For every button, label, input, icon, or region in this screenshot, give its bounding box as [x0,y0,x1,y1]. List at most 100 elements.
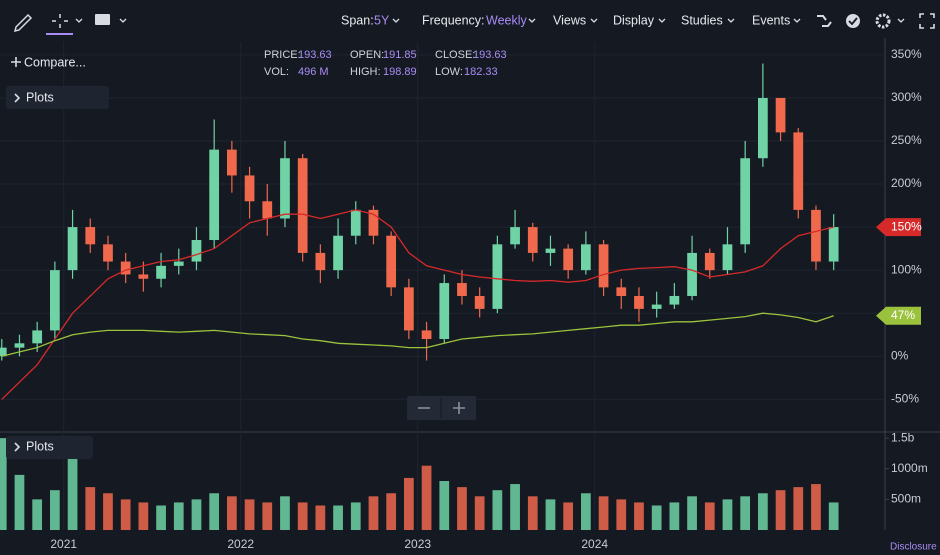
caret[interactable] [658,18,666,23]
volume-bar [598,496,609,530]
info-label: CLOSE: [435,49,475,61]
frequency-value[interactable]: Weekly [486,13,528,27]
y-tick-label: 0% [891,348,909,362]
candle-body [545,248,556,253]
candle-body [227,149,237,176]
caret[interactable] [897,18,905,23]
candle-body [350,209,361,236]
volume-bar [404,477,414,530]
caret[interactable] [590,18,598,23]
plots-button[interactable]: Plots [26,90,54,104]
caret[interactable] [392,18,400,23]
volume-bar [704,502,715,530]
caret[interactable] [727,18,735,23]
plots-button[interactable]: Plots [26,439,54,453]
volume-bar [527,496,538,530]
volume-bar [775,490,786,530]
volume-bar [651,505,662,530]
info-value: 198.89 [383,66,417,78]
info-value: 193.63 [298,49,332,61]
candle-body [404,287,414,331]
candle-body [14,343,25,348]
volume-bar [474,496,485,530]
info-value: 191.85 [383,49,417,61]
x-tick-label: 2021 [50,537,77,551]
y-tick-label: -50% [891,391,919,405]
candle-body [262,201,273,219]
menu-item[interactable]: Views [553,13,586,27]
menu-item[interactable]: Events [752,13,790,27]
candle-body [740,158,751,245]
candle-body [280,158,290,219]
plots-button-bg[interactable] [6,436,93,459]
volume-bar [173,502,184,530]
candle-body [687,252,697,296]
candle-body [811,209,821,262]
compare-icon[interactable] [817,15,832,27]
info-value: 193.63 [473,49,507,61]
check-icon[interactable] [846,14,860,28]
candle-body [722,244,733,271]
volume-bar [510,484,520,530]
volume-tick-label: 1000m [891,461,928,475]
comment-icon[interactable] [95,14,110,25]
overlay: Compare... Plots Plots PRICE: 193.63 OPE… [6,49,937,553]
caret[interactable] [528,18,536,23]
candle-body [598,244,609,288]
draw-icon[interactable] [13,13,33,33]
info-value: 182.33 [464,66,498,78]
y-tick-label: 350% [891,47,922,61]
plots-button-bg[interactable] [6,86,109,109]
menu-item[interactable]: Display [613,13,655,27]
volume-bar [386,493,397,530]
candle-body [297,158,308,253]
candle-body [315,252,326,271]
menu-item[interactable]: Studies [681,13,723,27]
crosshair-icon[interactable] [52,14,68,28]
volume-bar [758,493,768,530]
candle-body [704,252,715,271]
value-tag [876,218,921,237]
volume-bar [634,502,644,530]
value-tag-label: 150% [891,219,922,233]
volume-bar [581,493,591,530]
candle-body [67,227,78,271]
volume-bar [315,505,326,530]
volume-bar [67,456,78,530]
info-label: HIGH: [350,66,381,78]
volume-tick-label: 500m [891,492,921,506]
volume-bar [722,499,733,530]
plus-icon[interactable] [11,57,21,67]
volume-tick-label: 1.5b [891,430,915,444]
candle-body [563,248,574,271]
candle-body [474,295,485,309]
volume-bar [191,499,202,530]
volume-bar [457,487,467,530]
volume-bar [421,465,432,530]
x-tick-label: 2023 [404,537,431,551]
volume-bar [545,499,556,530]
volume-bar [439,481,450,530]
settings-icon[interactable] [875,13,891,29]
volume-bar [14,474,25,530]
span-value[interactable]: 5Y [374,13,390,27]
caret[interactable] [793,18,801,23]
compare-button[interactable]: Compare... [24,55,86,69]
candle-body [244,175,255,202]
zoom-in[interactable] [453,402,465,414]
candle-body [492,244,503,309]
toolbar: Span: 5Y Frequency: Weekly Views Display… [13,13,935,35]
volume-bar [740,496,751,530]
candle-body [510,227,520,245]
fullscreen-icon[interactable] [919,13,935,29]
disclosure-link[interactable]: Disclosure [890,542,937,553]
volume-bar [32,499,43,530]
candle-body [669,295,680,305]
caret[interactable] [119,18,127,23]
y-tick-label: 100% [891,262,922,276]
caret[interactable] [75,18,83,23]
candle-body [775,97,786,133]
candle-body [758,97,768,159]
study-line [1,312,834,357]
study-line [1,209,834,400]
